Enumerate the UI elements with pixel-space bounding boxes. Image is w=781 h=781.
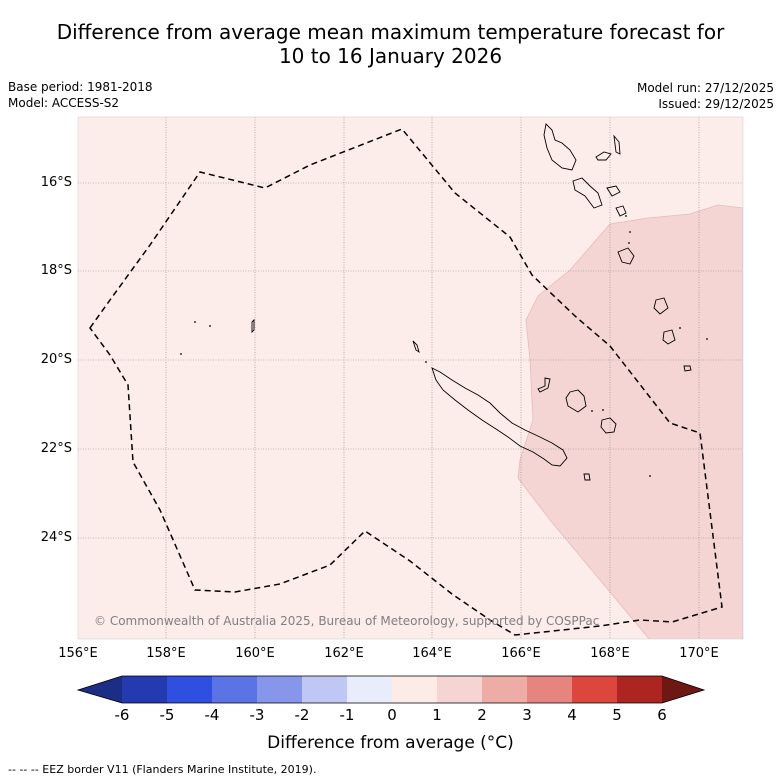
lon-label: 164°E bbox=[412, 646, 452, 661]
model-run: Model run: 27/12/2025 bbox=[636, 81, 774, 95]
island-epi bbox=[606, 185, 621, 197]
island-ouvea bbox=[537, 377, 551, 393]
base-period: Base period: 1981-2018 bbox=[8, 80, 153, 94]
colorbar-tick: -1 bbox=[339, 706, 355, 724]
colorbar-tick: 2 bbox=[477, 706, 487, 724]
copyright-notice: © Commonwealth of Australia 2025, Bureau… bbox=[94, 614, 600, 628]
colorbar-segment bbox=[212, 676, 257, 703]
model-name: Model: ACCESS-S2 bbox=[8, 96, 120, 110]
lon-label: 158°E bbox=[146, 646, 186, 661]
lon-label: 156°E bbox=[58, 646, 98, 661]
colorbar-tick: 1 bbox=[432, 706, 442, 724]
island-efate bbox=[615, 205, 627, 217]
island-ambae bbox=[595, 151, 612, 161]
lat-label: 18°S bbox=[40, 263, 72, 278]
colorbar-outline bbox=[76, 675, 706, 704]
colorbar-segment bbox=[617, 676, 662, 703]
island-aneityum bbox=[662, 329, 676, 345]
colorbar-segment bbox=[257, 676, 302, 703]
island-small-1 bbox=[683, 365, 692, 372]
colorbar-segment bbox=[572, 676, 617, 703]
colorbar-tick: 6 bbox=[657, 706, 667, 724]
lat-label: 24°S bbox=[40, 530, 72, 545]
lon-label: 160°E bbox=[235, 646, 275, 661]
island-mare bbox=[600, 417, 617, 434]
colorbar-tick: -4 bbox=[204, 706, 220, 724]
colorbar-tick: 0 bbox=[387, 706, 397, 724]
island-lifou bbox=[565, 389, 587, 413]
colorbar-extend-high bbox=[662, 676, 704, 703]
lat-label: 22°S bbox=[40, 441, 72, 456]
map-title-line2: 10 to 16 January 2026 bbox=[278, 44, 503, 68]
island-erromango bbox=[617, 247, 635, 265]
colorbar-segment bbox=[392, 676, 437, 703]
colorbar-segment bbox=[482, 676, 527, 703]
island-new-caledonia bbox=[431, 367, 568, 467]
colorbar-segment bbox=[167, 676, 212, 703]
colorbar-segment bbox=[437, 676, 482, 703]
colorbar-segment bbox=[122, 676, 167, 703]
eez-legend: -- -- -- EEZ border V11 (Flanders Marine… bbox=[8, 763, 317, 776]
island-tanna bbox=[653, 297, 669, 315]
lon-label: 162°E bbox=[324, 646, 364, 661]
eez-border bbox=[89, 128, 723, 636]
island-isle-of-pines bbox=[583, 473, 591, 481]
colorbar-tick: -3 bbox=[249, 706, 265, 724]
island-maewo bbox=[613, 134, 621, 155]
map-frame bbox=[77, 116, 744, 640]
colorbar-tick: 5 bbox=[612, 706, 622, 724]
graticule bbox=[78, 117, 743, 639]
island-espiritu-santo bbox=[543, 123, 577, 171]
lon-label: 170°E bbox=[679, 646, 719, 661]
colorbar-tick: 4 bbox=[567, 706, 577, 724]
map-title-line1: Difference from average mean maximum tem… bbox=[56, 20, 725, 44]
colorbar-segment bbox=[347, 676, 392, 703]
island-belep bbox=[412, 340, 420, 354]
colorbar-tick: -5 bbox=[159, 706, 175, 724]
colorbar-extend-low bbox=[78, 676, 122, 703]
colorbar-segment bbox=[527, 676, 572, 703]
lat-label: 16°S bbox=[40, 175, 72, 190]
small-islets bbox=[180, 215, 708, 477]
issued-date: Issued: 29/12/2025 bbox=[658, 97, 774, 111]
lon-label: 168°E bbox=[590, 646, 630, 661]
colorbar bbox=[76, 675, 706, 704]
colorbar-tick: 3 bbox=[522, 706, 532, 724]
colorbar-tick: -2 bbox=[294, 706, 310, 724]
colorbar-title: Difference from average (°C) bbox=[267, 733, 514, 753]
lat-label: 20°S bbox=[40, 352, 72, 367]
island-matthew-reef bbox=[251, 318, 255, 334]
lon-label: 166°E bbox=[501, 646, 541, 661]
island-malakula bbox=[572, 177, 603, 209]
colorbar-tick: -6 bbox=[114, 706, 130, 724]
colorbar-segment bbox=[302, 676, 347, 703]
anomaly-region-1-2 bbox=[517, 204, 743, 639]
